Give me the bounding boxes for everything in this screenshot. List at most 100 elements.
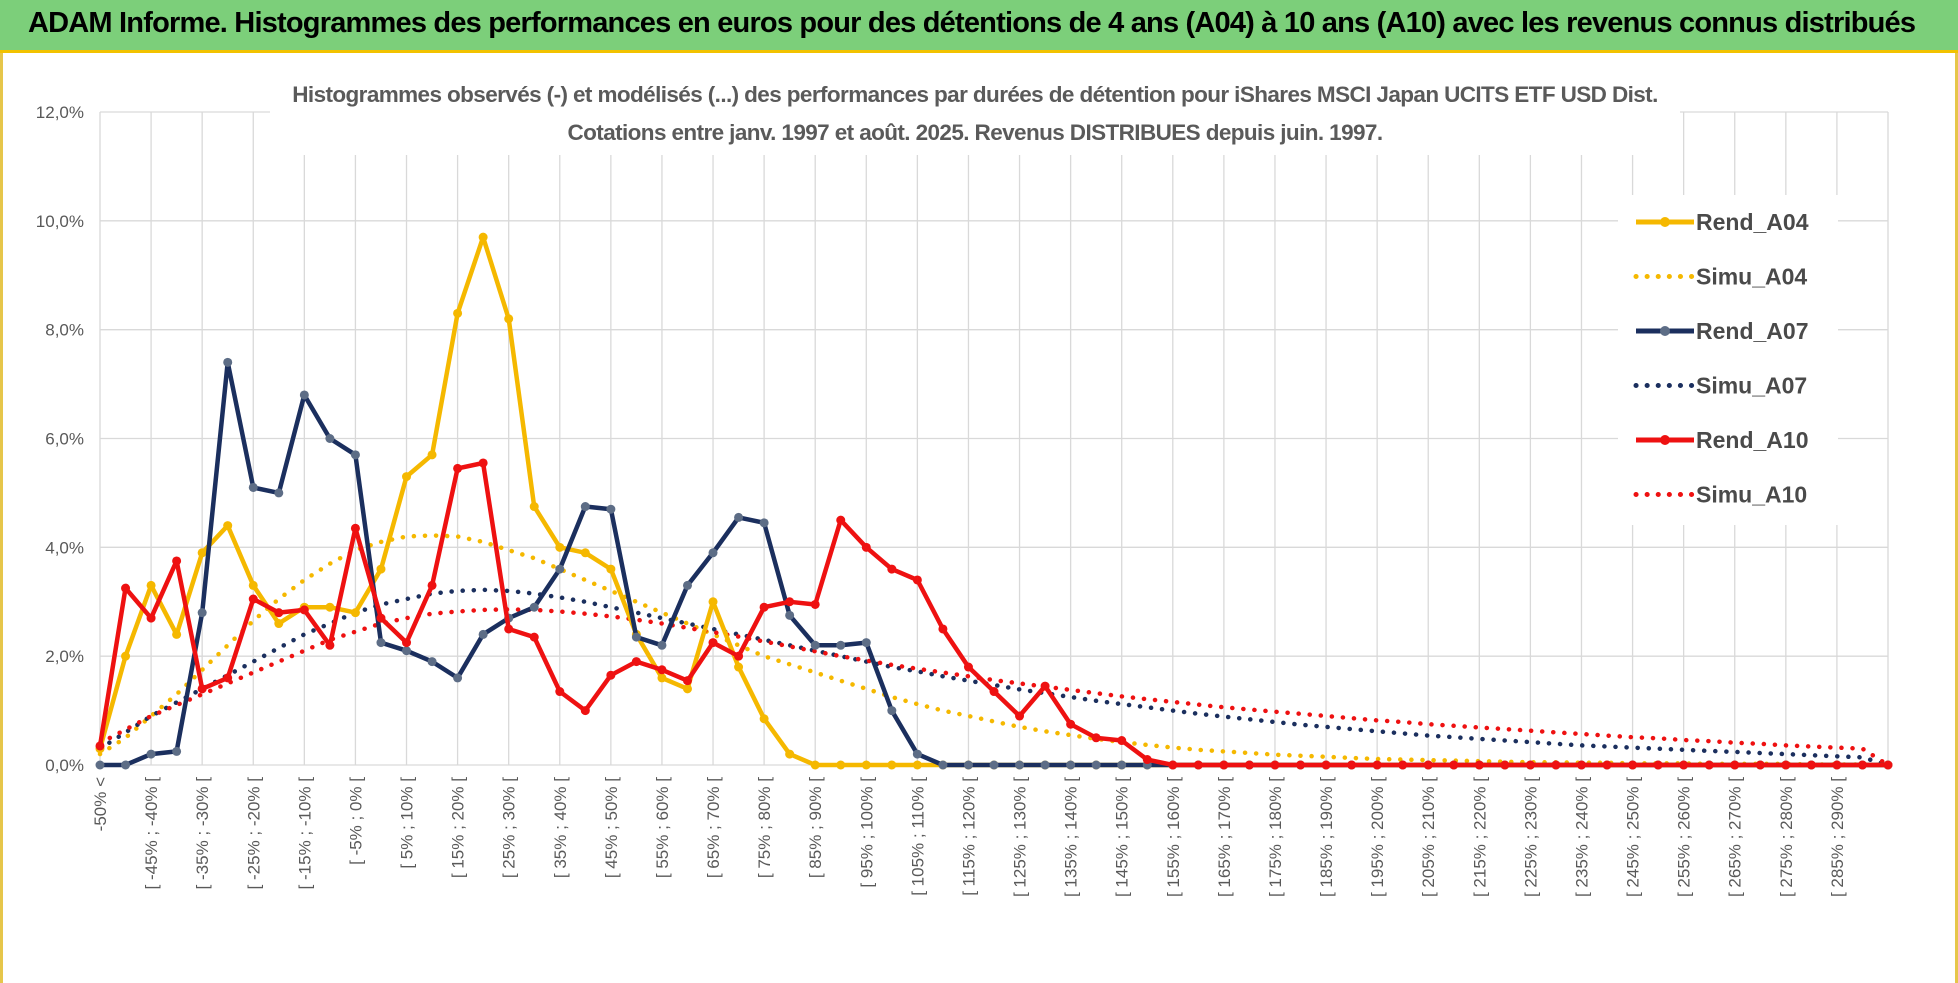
data-point [172,746,182,756]
data-point [274,488,284,498]
x-tick-label: [ -35% ; -30% [ [193,777,212,890]
legend-marker-rend-a04 [1660,217,1670,227]
data-point [1525,760,1535,770]
data-point [555,542,565,552]
y-tick-label: 6,0% [45,430,84,449]
data-point [453,308,463,318]
y-tick-label: 2,0% [45,647,84,666]
data-point [912,760,922,770]
data-point [555,687,565,697]
legend-label-simu-a07: Simu_A07 [1696,373,1807,399]
data-point [1704,760,1714,770]
data-point [197,608,207,618]
data-point [734,662,744,672]
data-point [529,602,539,612]
data-point [861,638,871,648]
data-point [1474,760,1484,770]
legend: Rend_A04 Simu_A04 Rend_A07 Simu_A07 Rend_A10… [1633,209,1809,508]
data-point [248,482,258,492]
banner: ADAM Informe. Histogrammes des performan… [0,0,1958,53]
data-point [657,640,667,650]
data-point [223,357,233,367]
data-point [1857,760,1867,770]
data-point [325,434,335,443]
data-point [146,580,156,590]
y-tick-label: 0,0% [45,756,84,775]
data-point [1551,760,1561,770]
data-point [810,599,820,609]
x-tick-label: [ 245% ; 250% [ [1624,777,1643,897]
x-tick-label: [ 15% ; 20% [ [449,777,468,878]
data-point [836,515,846,525]
series-layer [95,232,1893,770]
data-point [1602,760,1612,770]
data-point [197,684,207,694]
data-point [299,605,309,615]
data-point [989,760,999,770]
data-point [325,602,335,612]
data-point [1168,760,1178,770]
chart-title-line-1: Histogrammes observés (-) et modélisés (… [292,82,1657,107]
data-point [1500,760,1510,770]
y-tick-label: 12,0% [36,103,84,122]
x-tick-label: [ 195% ; 200% [ [1368,777,1387,897]
data-point [427,580,437,590]
data-point [1270,760,1280,770]
chart-title-line-2: Cotations entre janv. 1997 et août. 2025… [568,120,1383,145]
series-line-simu-a07 [97,587,1891,768]
banner-title: ADAM Informe. Histogrammes des performan… [28,7,1916,39]
x-tick-label: [ 105% ; 110% [ [908,777,927,896]
y-axis-ticks: 0,0% 2,0% 4,0% 6,0% 8,0% 10,0% 12,0% [36,103,84,775]
data-point [1372,760,1382,770]
data-point [529,632,539,642]
data-point [1832,760,1842,770]
data-point [1806,760,1816,770]
x-tick-label: [ 45% ; 50% [ [602,777,621,878]
data-point [989,687,999,697]
legend-marker-rend-a07 [1660,326,1670,336]
data-point [1117,760,1127,770]
x-tick-label: [ 95% ; 100% [ [857,777,876,888]
series-simu-a10 [97,607,1891,768]
data-point [912,749,922,759]
data-point [682,676,692,686]
data-point [95,760,105,770]
x-tick-label: [ 165% ; 170% [ [1215,777,1234,897]
data-point [912,575,922,585]
legend-label-rend-a07: Rend_A07 [1696,318,1808,344]
data-point [478,232,488,242]
data-point [1347,760,1357,770]
data-point [1398,760,1408,770]
data-point [606,504,616,514]
data-point [657,673,667,683]
data-point [1091,733,1101,743]
x-tick-label: [ 25% ; 30% [ [500,777,519,878]
data-point [1193,760,1203,770]
data-point [95,741,105,751]
data-point [1040,681,1050,691]
data-point [402,472,412,482]
legend-label-simu-a04: Simu_A04 [1696,264,1807,290]
data-point [1117,736,1127,746]
data-point [1296,760,1306,770]
data-point [606,564,616,574]
data-point [529,502,539,512]
data-point [1628,760,1638,770]
data-point [402,638,412,648]
y-tick-label: 4,0% [45,538,84,557]
data-point [785,749,795,759]
data-point [657,665,667,675]
x-tick-label: [ 225% ; 230% [ [1521,777,1540,897]
data-point [734,512,744,522]
data-point [478,458,488,468]
data-point [172,556,182,566]
data-point [350,608,360,618]
x-tick-label: [ 5% ; 10% [ [398,777,417,869]
data-point [759,714,769,724]
x-tick-label: [ 255% ; 260% [ [1675,777,1694,897]
data-point [887,564,897,574]
data-point [223,673,233,683]
data-point [887,760,897,770]
y-tick-label: 8,0% [45,321,84,340]
